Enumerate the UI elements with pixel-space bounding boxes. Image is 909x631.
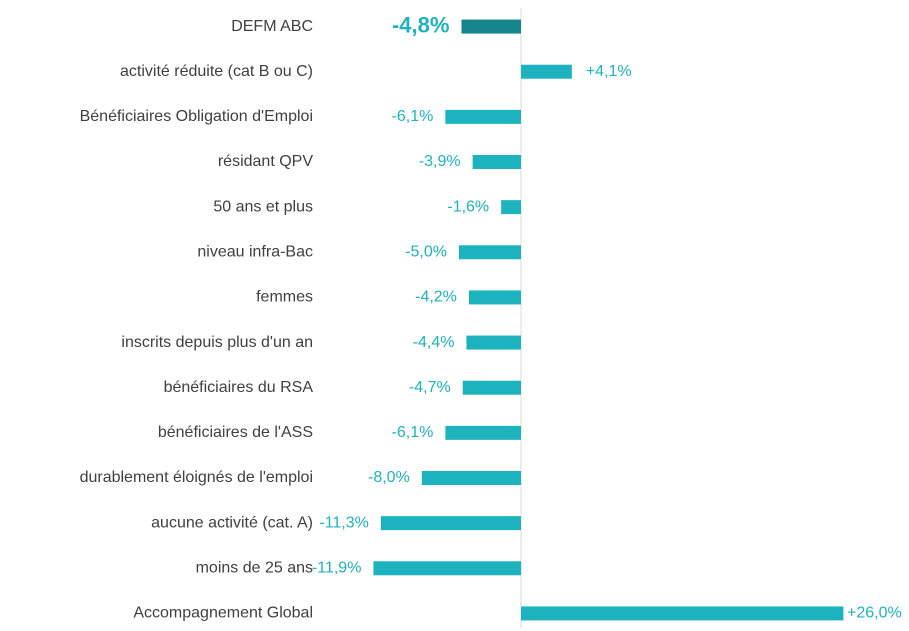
category-label: bénéficiaires de l'ASS [158,424,313,441]
category-label: résidant QPV [218,153,313,170]
value-label: -1,6% [447,198,489,215]
bar [462,380,521,395]
category-label: 50 ans et plus [213,198,313,215]
category-label: bénéficiaires du RSA [164,379,314,396]
category-label: niveau infra-Bac [197,244,313,261]
value-label: -11,9% [312,560,362,577]
bar [461,19,521,34]
bar [472,155,521,169]
bar [373,561,521,576]
category-label: Bénéficiaires Obligation d'Emploi [80,108,313,125]
value-label: -4,8% [392,12,449,37]
bar [459,245,521,260]
value-label: +4,1% [586,63,632,80]
bar [521,606,844,621]
bar [445,425,521,440]
value-label: +26,0% [847,605,902,622]
value-label: -3,9% [419,153,461,170]
category-label: DEFM ABC [231,18,313,35]
bar [380,516,521,531]
bar [421,471,521,485]
bar [466,335,521,350]
value-label: -4,2% [415,289,457,306]
value-label: -8,0% [368,469,410,486]
bar [501,200,521,215]
value-label: -4,4% [413,334,455,351]
bar [445,109,521,124]
category-label: aucune activité (cat. A) [151,514,313,531]
bar [521,64,572,79]
category-label: moins de 25 ans [196,560,313,577]
value-label: -4,7% [409,379,451,396]
category-label: Accompagnement Global [133,605,313,622]
category-label: activité réduite (cat B ou C) [120,63,313,80]
category-label: durablement éloignés de l'emploi [80,469,313,486]
value-label: -6,1% [392,108,434,125]
value-label: -5,0% [405,244,447,261]
value-label: -11,3% [319,514,369,531]
category-label: femmes [256,289,313,306]
bar [468,290,521,305]
category-label: inscrits depuis plus d'un an [121,334,313,351]
value-label: -6,1% [392,424,434,441]
